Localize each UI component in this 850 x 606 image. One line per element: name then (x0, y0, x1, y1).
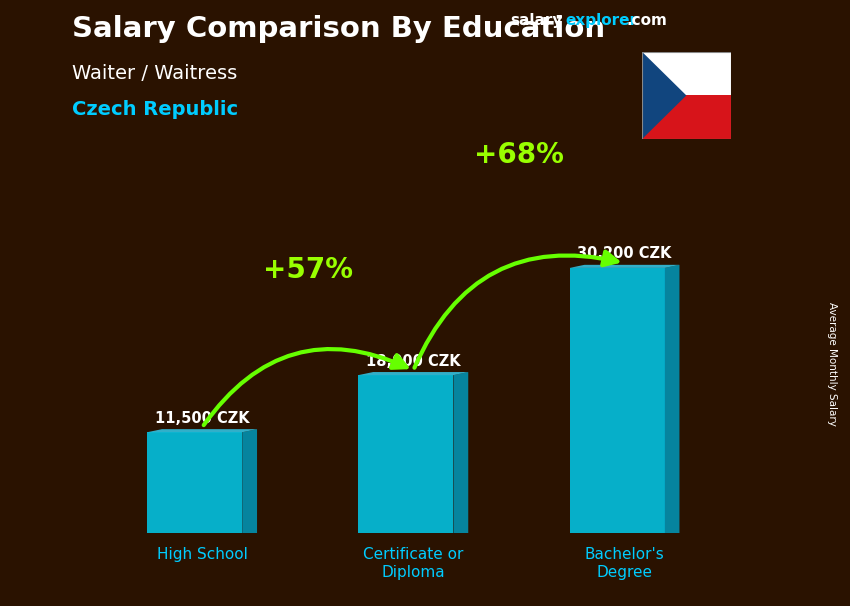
Text: Salary Comparison By Education: Salary Comparison By Education (72, 15, 605, 43)
Text: Czech Republic: Czech Republic (72, 100, 238, 119)
Polygon shape (147, 429, 257, 432)
Bar (147, 432, 242, 533)
Polygon shape (242, 429, 257, 533)
Text: +57%: +57% (263, 256, 353, 284)
Text: 30,200 CZK: 30,200 CZK (577, 246, 672, 261)
Polygon shape (453, 372, 468, 533)
Text: salary: salary (510, 13, 563, 28)
Bar (570, 268, 665, 533)
Polygon shape (570, 265, 679, 268)
Polygon shape (642, 52, 686, 139)
Text: .com: .com (626, 13, 667, 28)
Text: Bachelor's
Degree: Bachelor's Degree (585, 547, 665, 580)
Bar (359, 375, 453, 533)
Polygon shape (359, 372, 468, 375)
Polygon shape (665, 265, 679, 533)
Text: High School: High School (156, 547, 247, 562)
Text: Average Monthly Salary: Average Monthly Salary (827, 302, 837, 425)
Text: Waiter / Waitress: Waiter / Waitress (72, 64, 237, 82)
Text: Certificate or
Diploma: Certificate or Diploma (363, 547, 463, 580)
Text: +68%: +68% (474, 141, 564, 170)
Bar (642, 52, 731, 95)
Bar (642, 95, 731, 139)
Text: 18,000 CZK: 18,000 CZK (366, 353, 461, 368)
Text: explorer: explorer (565, 13, 638, 28)
Text: 11,500 CZK: 11,500 CZK (155, 411, 249, 425)
